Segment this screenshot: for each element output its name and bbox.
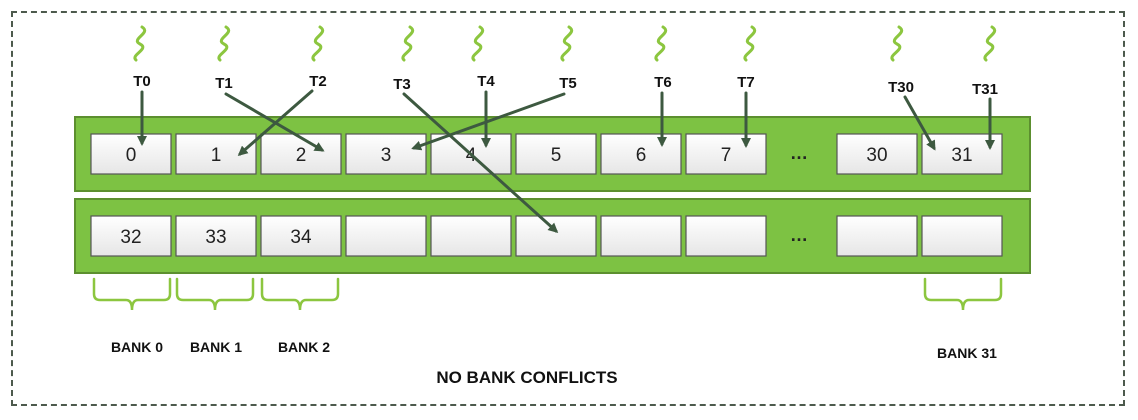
row-2-cells: 32 33 34 [90,215,1003,257]
bank-label-2: BANK 2 [278,339,330,355]
thread-squiggle-5 [560,25,573,62]
arrow-t5 [411,92,566,151]
thread-squiggle-3 [401,25,414,62]
row-1-cell-label-2: 2 [296,145,307,166]
thread-squiggle-0 [133,25,146,62]
row-1-cell-box-5 [515,133,597,175]
bank-bracket-3 [923,277,1003,311]
row-1-cells: 0 1 2 3 4 5 6 7 30 31 [90,133,1003,175]
thread-label-t2: T2 [309,73,327,90]
thread-label-t5: T5 [559,75,577,92]
row-1-cell-box-2 [260,133,342,175]
row-2-cell-box-3 [345,215,427,257]
thread-squiggle-4 [471,25,484,62]
bank-label-31: BANK 31 [937,345,997,361]
thread-label-t4: T4 [477,73,495,90]
arrow-t2 [237,89,314,156]
row-2-cell-box-2 [260,215,342,257]
thread-label-t31: T31 [972,81,998,98]
arrow-t3 [402,92,559,234]
thread-label-t3: T3 [393,76,411,93]
thread-squiggle-2 [311,25,324,62]
row-1-ellipsis: … [790,143,808,163]
row-2-cell-box-4 [430,215,512,257]
thread-squiggle-8 [890,25,903,62]
diagram-caption: NO BANK CONFLICTS [436,368,617,387]
thread-label-t7: T7 [737,74,755,91]
row-2-ellipsis: … [790,225,808,245]
thread-label-t6: T6 [654,74,672,91]
row-1-cell-box-6 [600,133,682,175]
row-2-cell-box-0 [90,215,172,257]
bank-label-0: BANK 0 [111,339,163,355]
row-2-cell-box-7 [685,215,767,257]
thread-squiggle-6 [654,25,667,62]
bank-brackets [92,277,1003,311]
arrow-t1 [224,92,325,152]
row-1-cell-label-0: 0 [126,145,137,166]
row-1-cell-label-7: 7 [721,145,732,166]
thread-labels: T0 T1 T2 T3 T4 T5 T6 T7 T30 T31 [133,73,998,98]
arrow-t30 [903,95,936,151]
thread-label-t30: T30 [888,79,914,96]
bank-bracket-0 [92,277,172,311]
bank-bracket-2 [260,277,340,311]
row-1-cell-box-8 [836,133,918,175]
row-1-cell-box-0 [90,133,172,175]
row-2-cell-box-1 [175,215,257,257]
row-1-cell-label-6: 6 [636,145,647,166]
row-1-cell-label-9: 31 [951,145,972,166]
row-1-cell-box-7 [685,133,767,175]
thread-squiggles [133,25,996,62]
row-2-cell-box-5 [515,215,597,257]
bank-bracket-1 [175,277,255,311]
diagram-frame [11,11,1125,406]
row-1-cell-label-8: 30 [866,145,887,166]
thread-arrows [137,89,995,234]
row-2-cell-box-9 [921,215,1003,257]
thread-squiggle-7 [743,25,756,62]
row-2-cell-label-2: 34 [290,227,312,248]
thread-label-t1: T1 [215,75,233,92]
row-2-cell-box-8 [836,215,918,257]
row-2-cell-label-0: 32 [120,227,141,248]
bank-label-1: BANK 1 [190,339,242,355]
thread-label-t0: T0 [133,73,151,90]
row-1-cell-label-1: 1 [211,145,222,166]
row-1-cell-label-3: 3 [381,145,392,166]
row-2-cell-box-6 [600,215,682,257]
row-1-cell-label-5: 5 [551,145,562,166]
row-1-cell-box-3 [345,133,427,175]
thread-squiggle-1 [217,25,230,62]
thread-squiggle-9 [983,25,996,62]
row-2-cell-label-1: 33 [205,227,226,248]
